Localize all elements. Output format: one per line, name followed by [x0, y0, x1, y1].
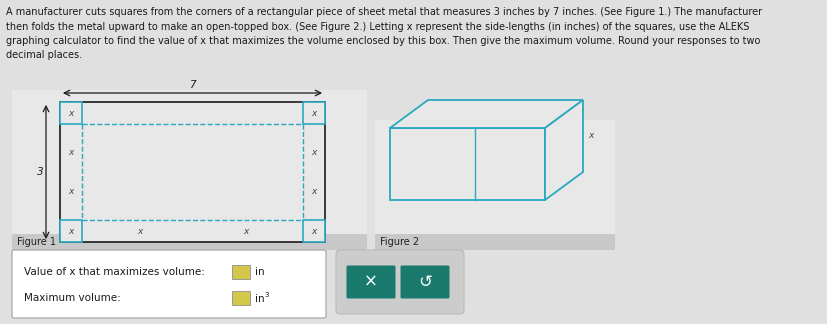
- Text: ↺: ↺: [418, 273, 432, 291]
- Bar: [60, 220, 82, 242]
- Polygon shape: [390, 100, 582, 128]
- Text: x: x: [69, 226, 74, 236]
- Text: Figure 1: Figure 1: [17, 237, 56, 247]
- Bar: [12, 90, 366, 250]
- Text: Value of x that maximizes volume:: Value of x that maximizes volume:: [24, 267, 204, 277]
- Text: x: x: [136, 226, 142, 236]
- Text: Maximum volume:: Maximum volume:: [24, 293, 121, 303]
- Text: x: x: [69, 148, 74, 157]
- Text: x: x: [311, 109, 316, 118]
- Bar: [60, 102, 325, 242]
- Bar: [232, 291, 250, 305]
- Text: ×: ×: [364, 273, 377, 291]
- FancyBboxPatch shape: [336, 250, 463, 314]
- Text: in: in: [255, 267, 265, 277]
- Text: x: x: [242, 226, 248, 236]
- Text: 3: 3: [36, 167, 43, 177]
- Bar: [12, 234, 366, 250]
- FancyBboxPatch shape: [400, 265, 449, 298]
- FancyBboxPatch shape: [12, 250, 326, 318]
- FancyBboxPatch shape: [346, 265, 395, 298]
- Polygon shape: [390, 128, 544, 200]
- Text: x: x: [311, 226, 316, 236]
- Polygon shape: [544, 100, 582, 200]
- Text: x: x: [69, 109, 74, 118]
- Text: decimal places.: decimal places.: [6, 51, 82, 61]
- Text: then folds the metal upward to make an open-topped box. (See Figure 2.) Letting : then folds the metal upward to make an o…: [6, 21, 748, 31]
- Bar: [303, 220, 325, 242]
- Text: x: x: [311, 187, 316, 196]
- Text: Figure 2: Figure 2: [380, 237, 418, 247]
- Text: 7: 7: [189, 80, 195, 90]
- Bar: [60, 102, 82, 124]
- Bar: [303, 102, 325, 124]
- Text: graphing calculator to find the value of x that maximizes the volume enclosed by: graphing calculator to find the value of…: [6, 36, 759, 46]
- Bar: [375, 234, 614, 250]
- Text: x: x: [587, 132, 593, 141]
- Text: 3: 3: [264, 292, 268, 298]
- Text: in: in: [255, 294, 265, 304]
- Text: A manufacturer cuts squares from the corners of a rectangular piece of sheet met: A manufacturer cuts squares from the cor…: [6, 7, 761, 17]
- Bar: [232, 265, 250, 279]
- Text: x: x: [311, 148, 316, 157]
- Text: x: x: [69, 187, 74, 196]
- Bar: [375, 120, 614, 250]
